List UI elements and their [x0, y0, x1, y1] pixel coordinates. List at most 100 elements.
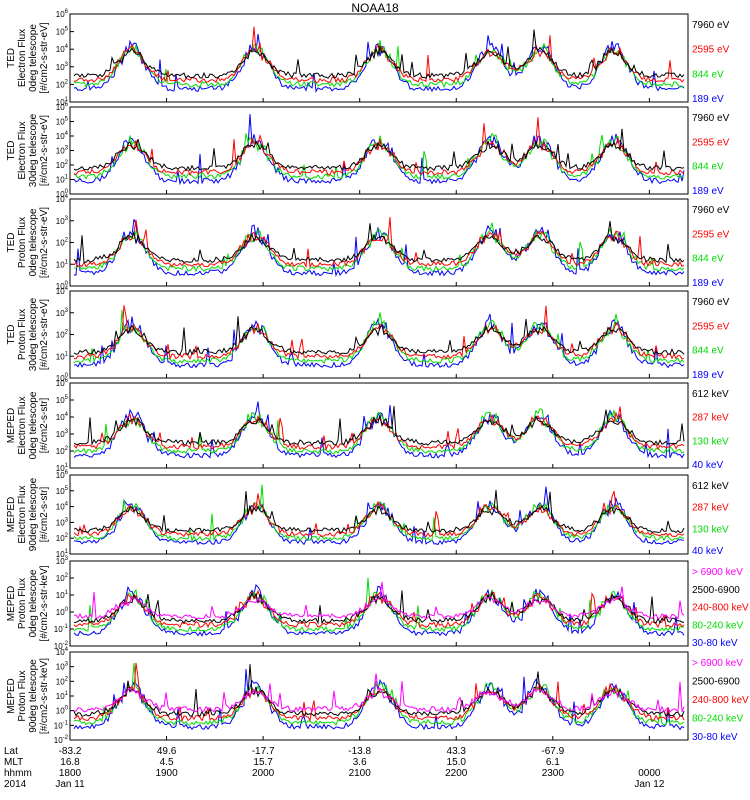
y-tick-label: 102	[56, 330, 69, 340]
y-tick-label: 103	[56, 662, 69, 672]
x-tick-label: 2000	[252, 768, 275, 779]
series-trace-blue	[73, 583, 685, 637]
y-axis-label-line: [#/cm2-s-str]	[39, 487, 50, 543]
x-tick-label: 15.7	[253, 757, 273, 768]
series-trace-green	[73, 132, 685, 180]
y-axis-label-line: [#/cm2-s-str-keV]	[39, 565, 50, 641]
y-axis-label-line: [#/cm2-s-str-eV]	[39, 22, 50, 93]
y-tick-label: 103	[56, 308, 69, 318]
legend-entry: 80-240 keV	[692, 620, 743, 631]
series-trace-red	[73, 490, 685, 538]
panel-p7: 10-2 10-1 100 101 102 103 104 MEPED Proton Flux 9…	[6, 647, 749, 745]
legend-entry: 2595 eV	[692, 45, 730, 56]
legend-entry: 2595 eV	[692, 137, 730, 148]
y-axis-label-line: 0deg telescope	[28, 391, 39, 459]
y-tick-label: 105	[56, 117, 69, 127]
y-tick-label: 102	[56, 160, 69, 170]
x-tick-label: 3.6	[353, 757, 367, 768]
legend-entry: 40 keV	[692, 546, 723, 557]
panel-frame	[69, 290, 689, 379]
x-tick-label: 43.3	[447, 746, 467, 757]
legend-entry: 287 keV	[692, 413, 729, 424]
series-trace-blue	[73, 313, 685, 369]
legend-entry: 30-80 keV	[692, 732, 738, 743]
panel-p3: 100 101 102 103 104 TED Proton Flux 30deg teles…	[6, 286, 730, 383]
y-tick-label: 103	[56, 429, 69, 439]
x-tick-label: 15.0	[447, 757, 467, 768]
series-trace-black	[73, 29, 685, 80]
y-tick-label: 103	[56, 62, 69, 72]
y-axis-label-line: TED	[6, 48, 17, 68]
panel-p4: 101 102 103 104 105 106 MEPED Electron Flux 0deg…	[6, 378, 729, 473]
y-tick-label: 10-2	[54, 735, 69, 745]
x-axis-row-label: 2014	[4, 779, 27, 790]
y-tick-label: 100	[56, 373, 69, 383]
panel-p5: 101 102 103 104 105 106 MEPED Electron Flux 90de…	[6, 470, 729, 559]
legend-entry: 80-240 keV	[692, 714, 743, 725]
legend-entry: 130 keV	[692, 524, 729, 535]
legend-entry: 844 eV	[692, 254, 724, 265]
y-tick-label: 102	[56, 79, 69, 89]
y-axis-label-line: MEPED	[6, 586, 17, 622]
y-tick-label: 10-1	[54, 720, 69, 730]
legend-entry: 30-80 keV	[692, 638, 738, 649]
y-axis-label-line: MEPED	[6, 678, 17, 714]
series-trace-black	[73, 221, 685, 264]
y-tick-label: 102	[56, 446, 69, 456]
y-tick-label: 104	[56, 44, 69, 54]
legend-entry: 189 eV	[692, 186, 724, 197]
series-trace-blue	[73, 401, 685, 459]
series-trace-green	[73, 408, 685, 455]
y-tick-label: 104	[56, 286, 69, 296]
panel-frame	[69, 651, 689, 741]
x-tick-label: 2300	[542, 768, 565, 779]
y-tick-label: 104	[56, 131, 69, 141]
legend-entry: 2500-6900	[692, 677, 740, 688]
y-axis-label-line: TED	[6, 141, 17, 161]
y-tick-label: 100	[56, 189, 69, 199]
legend-entry: 844 eV	[692, 346, 724, 357]
y-tick-label: 104	[56, 647, 69, 657]
y-axis-label-line: Proton Flux	[17, 217, 28, 268]
y-tick-label: 105	[56, 27, 69, 37]
series-trace-black	[73, 490, 685, 534]
legend-entry: 189 eV	[692, 94, 724, 105]
panel-p0: 101 102 103 104 105 106 TED Electron Flux 0deg t…	[6, 9, 730, 107]
y-axis-label-line: [#/cm2-s-str-eV]	[39, 207, 50, 278]
x-tick-label: 6.1	[546, 757, 560, 768]
y-tick-label: 101	[56, 463, 69, 473]
y-axis-label-line: 0deg telescope	[28, 24, 39, 92]
series-trace-blue	[73, 114, 685, 186]
series-trace-magenta	[73, 581, 685, 620]
series-trace-green	[73, 662, 685, 726]
x-axis-row-label: hhmm	[4, 768, 32, 779]
y-axis-label-line: Proton Flux	[17, 309, 28, 360]
series-trace-black	[73, 128, 685, 172]
y-tick-label: 102	[56, 533, 69, 543]
y-axis-label-line: Proton Flux	[17, 670, 28, 721]
legend-entry: 612 keV	[692, 481, 729, 492]
legend-entry: 2500-6900	[692, 585, 740, 596]
panel-frame	[69, 474, 689, 555]
panel-p6: 10-2 10-1 100 101 102 103 MEPED Proton Flux 0deg…	[6, 556, 749, 651]
chart-title: NOAA18	[351, 1, 399, 15]
y-axis-label-line: MEPED	[6, 497, 17, 533]
series-trace-red	[73, 26, 685, 84]
y-tick-label: 10-1	[54, 624, 69, 634]
y-axis-label-line: Electron Flux	[17, 396, 28, 454]
series-trace-black	[73, 590, 685, 625]
legend-entry: 287 keV	[692, 503, 729, 514]
legend-entry: 7960 eV	[692, 205, 730, 216]
panel-frame	[69, 106, 689, 195]
y-tick-label: 105	[56, 486, 69, 496]
y-tick-label: 104	[56, 502, 69, 512]
y-axis-label-line: [#/cm2-s-str-keV]	[39, 658, 50, 734]
legend-entry: 612 keV	[692, 389, 729, 400]
y-axis-label-line: Electron Flux	[17, 29, 28, 87]
x-tick-label: 0000	[638, 768, 661, 779]
x-tick-label: 49.6	[157, 746, 177, 757]
x-axis-row-label: MLT	[4, 757, 23, 768]
y-tick-label: 103	[56, 517, 69, 527]
series-trace-black	[73, 664, 685, 718]
legend-entry: 240-800 keV	[692, 603, 749, 614]
